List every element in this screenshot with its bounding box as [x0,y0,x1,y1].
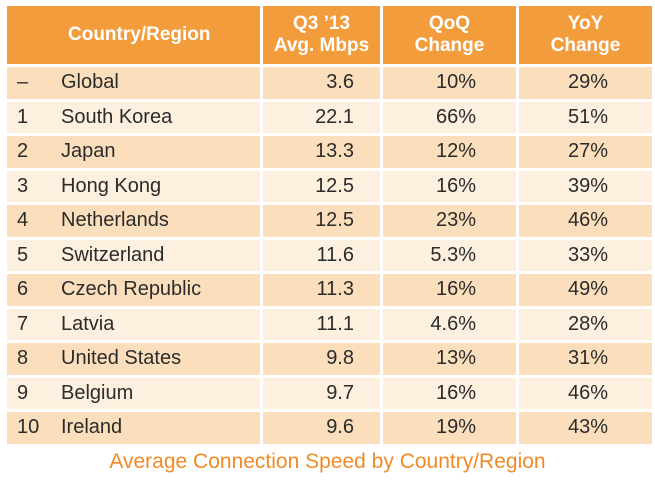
connection-speed-table: Country/Region Q3 ’13 Avg. Mbps QoQ Chan… [4,3,655,447]
header-yoy-line2: Change [550,35,621,56]
avg-mbps-value: 13.3 [263,136,380,168]
yoy-change-value: 27% [519,136,652,168]
country-name: Switzerland [61,243,165,266]
speed-table-container: Country/Region Q3 ’13 Avg. Mbps QoQ Chan… [4,3,652,447]
avg-mbps-value: 22.1 [263,101,380,133]
country-name: Japan [61,140,116,163]
qoq-change-value: 16% [383,170,516,202]
avg-mbps-value: 9.6 [263,412,380,444]
country-cell: 4 Netherlands [7,205,260,237]
yoy-change-value: 43% [519,412,652,444]
country-name: Netherlands [61,209,169,232]
country-cell: 6 Czech Republic [7,274,260,306]
avg-mbps-value: 11.6 [263,239,380,271]
rank-value: 9 [17,381,29,404]
table-row: 6 Czech Republic 11.3 16% 49% [7,274,652,306]
table-body: – Global 3.6 10% 29% 1 South Korea 22.1 66% 51% 2 J… [7,67,652,444]
header-country: Country/Region [7,6,260,64]
table-row: 1 South Korea 22.1 66% 51% [7,101,652,133]
yoy-change-value: 31% [519,343,652,375]
yoy-change-value: 29% [519,67,652,99]
country-name: Global [61,71,119,94]
table-row: 3 Hong Kong 12.5 16% 39% [7,170,652,202]
rank-value: 6 [17,278,29,301]
country-name: Hong Kong [61,174,162,197]
country-name: Belgium [61,381,134,404]
qoq-change-value: 16% [383,377,516,409]
header-avg-line2: Avg. Mbps [273,35,370,56]
table-row: 5 Switzerland 11.6 5.3% 33% [7,239,652,271]
yoy-change-value: 46% [519,205,652,237]
avg-mbps-value: 9.8 [263,343,380,375]
header-qoq-line1: QoQ [428,13,471,34]
avg-mbps-value: 12.5 [263,205,380,237]
country-name: Ireland [61,416,123,439]
table-header-row: Country/Region Q3 ’13 Avg. Mbps QoQ Chan… [7,6,652,64]
avg-mbps-value: 11.3 [263,274,380,306]
qoq-change-value: 12% [383,136,516,168]
country-name: South Korea [61,105,173,128]
table-caption: Average Connection Speed by Country/Regi… [109,450,546,473]
country-cell: 5 Switzerland [7,239,260,271]
qoq-change-value: 13% [383,343,516,375]
country-cell: 1 South Korea [7,101,260,133]
country-name: Czech Republic [61,278,202,301]
qoq-change-value: 16% [383,274,516,306]
rank-value: 10 [17,416,40,439]
country-name: United States [61,347,182,370]
country-cell: 2 Japan [7,136,260,168]
qoq-change-value: 5.3% [383,239,516,271]
country-cell: 8 United States [7,343,260,375]
table-row: 10 Ireland 9.6 19% 43% [7,412,652,444]
table-row: 8 United States 9.8 13% 31% [7,343,652,375]
header-qoq-change: QoQ Change [383,6,516,64]
country-cell: – Global [7,67,260,99]
rank-value: 5 [17,243,29,266]
country-cell: 10 Ireland [7,412,260,444]
qoq-change-value: 66% [383,101,516,133]
qoq-change-value: 23% [383,205,516,237]
table-row: – Global 3.6 10% 29% [7,67,652,99]
qoq-change-value: 10% [383,67,516,99]
header-qoq-line2: Change [414,35,485,56]
country-cell: 3 Hong Kong [7,170,260,202]
rank-value: 2 [17,140,29,163]
avg-mbps-value: 12.5 [263,170,380,202]
yoy-change-value: 39% [519,170,652,202]
qoq-change-value: 19% [383,412,516,444]
rank-value: 7 [17,312,29,335]
header-avg-line1: Q3 ’13 [292,13,351,34]
table-row: 4 Netherlands 12.5 23% 46% [7,205,652,237]
avg-mbps-value: 3.6 [263,67,380,99]
avg-mbps-value: 11.1 [263,308,380,340]
header-country-label: Country/Region [68,24,211,45]
yoy-change-value: 51% [519,101,652,133]
header-avg-mbps: Q3 ’13 Avg. Mbps [263,6,380,64]
header-yoy-change: YoY Change [519,6,652,64]
yoy-change-value: 28% [519,308,652,340]
country-cell: 7 Latvia [7,308,260,340]
rank-value: 4 [17,209,29,232]
yoy-change-value: 49% [519,274,652,306]
rank-value: – [17,71,29,94]
rank-value: 3 [17,174,29,197]
country-cell: 9 Belgium [7,377,260,409]
table-row: 2 Japan 13.3 12% 27% [7,136,652,168]
table-row: 9 Belgium 9.7 16% 46% [7,377,652,409]
qoq-change-value: 4.6% [383,308,516,340]
yoy-change-value: 33% [519,239,652,271]
header-yoy-line1: YoY [567,13,604,34]
rank-value: 1 [17,105,29,128]
yoy-change-value: 46% [519,377,652,409]
table-row: 7 Latvia 11.1 4.6% 28% [7,308,652,340]
country-name: Latvia [61,312,115,335]
avg-mbps-value: 9.7 [263,377,380,409]
rank-value: 8 [17,347,29,370]
